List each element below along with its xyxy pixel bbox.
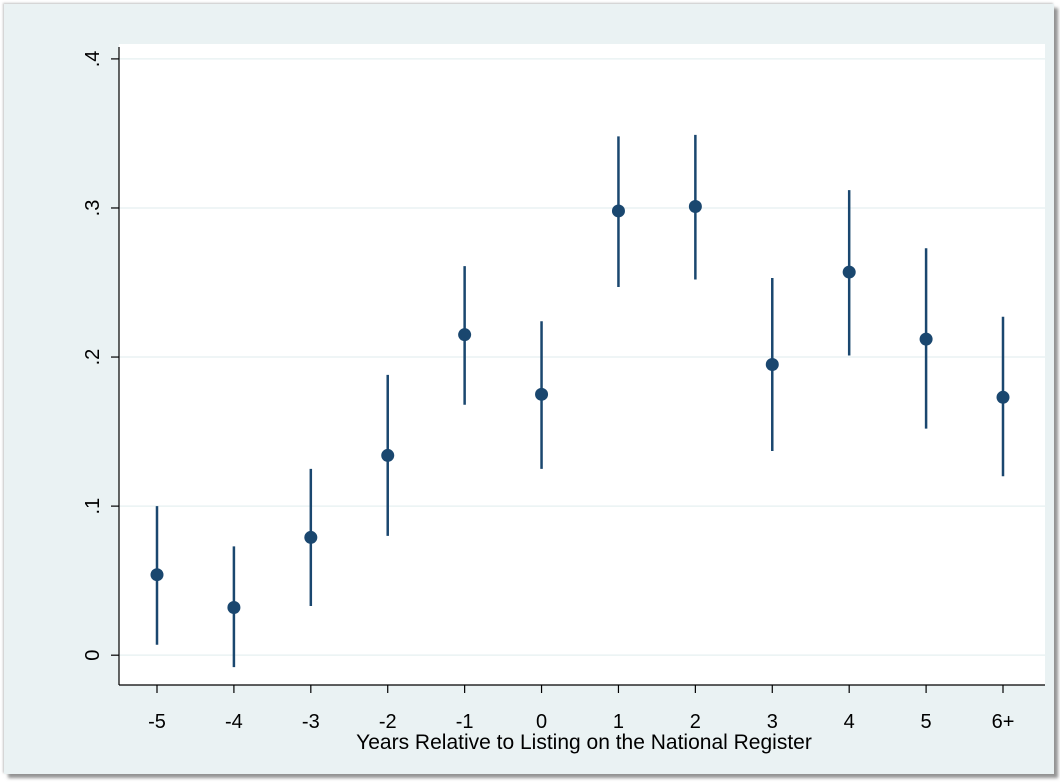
y-tick-label: .3 bbox=[82, 200, 104, 217]
data-point bbox=[458, 328, 472, 342]
axes bbox=[111, 47, 1045, 693]
x-tick-label: -4 bbox=[225, 711, 243, 733]
x-tick-label: 1 bbox=[613, 711, 624, 733]
plot-area bbox=[119, 44, 1045, 685]
data-point bbox=[304, 530, 318, 544]
chart: 0 .1 .2 .3 .4 -5 -4 -3 -2 -1 0 1 2 3 4 5 6+ Years Relati… bbox=[82, 44, 1045, 754]
x-tick-label: -2 bbox=[379, 711, 397, 733]
data-point bbox=[688, 199, 702, 213]
data-point bbox=[919, 332, 933, 346]
data-point bbox=[996, 390, 1010, 404]
data-point bbox=[150, 568, 164, 582]
data-point bbox=[765, 358, 779, 371]
x-tick-label: 4 bbox=[844, 711, 855, 733]
data-point bbox=[842, 265, 856, 279]
x-tick-label: 2 bbox=[690, 711, 701, 733]
x-tick-label: -3 bbox=[302, 711, 320, 733]
data-point bbox=[611, 204, 625, 218]
y-tick-label: 0 bbox=[82, 650, 104, 661]
y-tick-label: .1 bbox=[82, 498, 104, 515]
x-tick-label: 5 bbox=[921, 711, 932, 733]
x-axis-title: Years Relative to Listing on the Nationa… bbox=[356, 731, 812, 754]
x-tick-label: -1 bbox=[456, 711, 474, 733]
y-tick-label: .4 bbox=[82, 51, 104, 68]
grid-lines bbox=[119, 58, 1045, 656]
y-tick-label: .2 bbox=[82, 349, 104, 366]
x-tick-label: 3 bbox=[767, 711, 778, 733]
data-point bbox=[381, 448, 395, 462]
x-tick-label: 6+ bbox=[992, 711, 1015, 733]
data-point bbox=[535, 387, 549, 401]
x-tick-label: 0 bbox=[536, 711, 547, 733]
x-tick-label: -5 bbox=[148, 711, 166, 733]
data-point bbox=[227, 600, 241, 614]
tick-labels: 0 .1 .2 .3 .4 -5 -4 -3 -2 -1 0 1 2 3 4 5 6+ bbox=[82, 51, 1014, 733]
figure-frame: 0 .1 .2 .3 .4 -5 -4 -3 -2 -1 0 1 2 3 4 5 6+ Years Relati… bbox=[4, 4, 1054, 774]
point-estimates bbox=[150, 199, 1010, 614]
